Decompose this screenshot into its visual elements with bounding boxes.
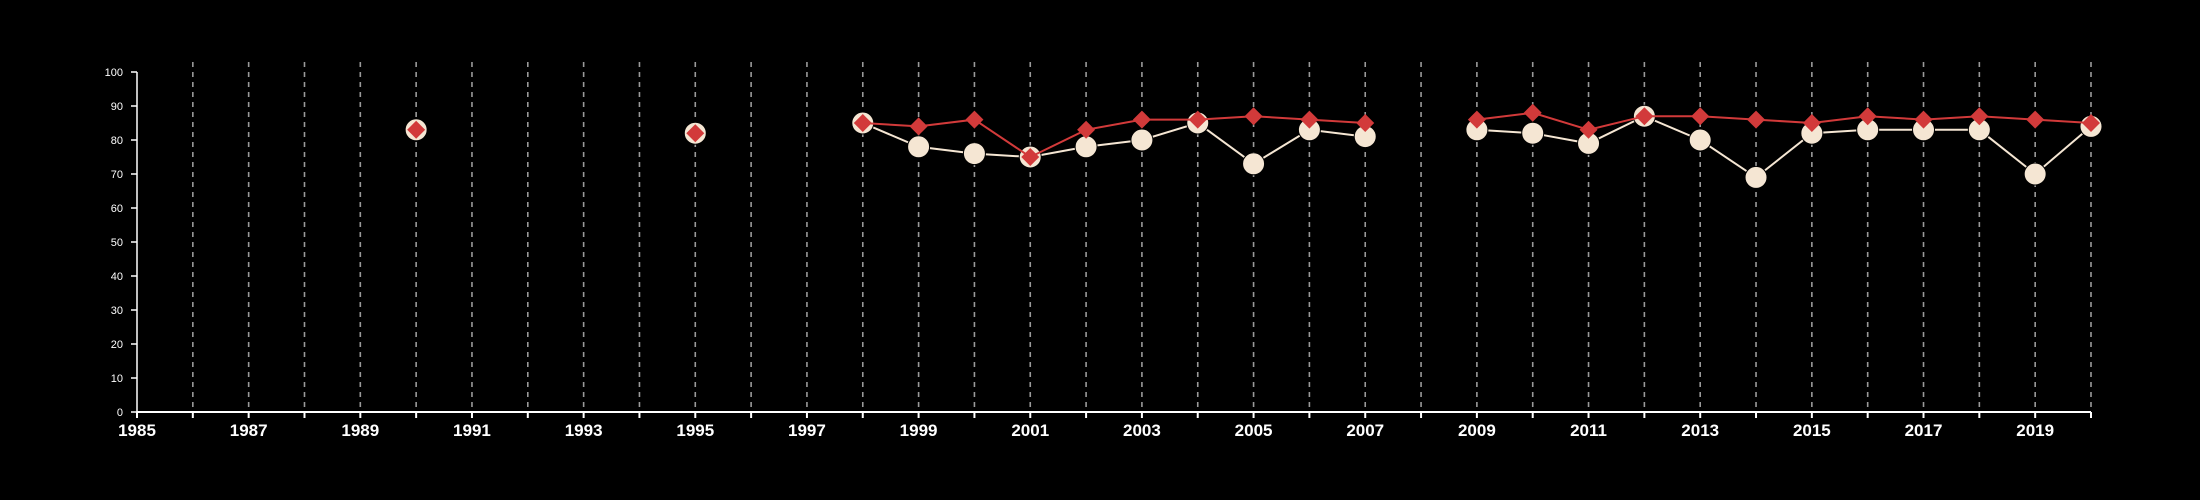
series-a-point [907,135,931,159]
x-tick-label: 2019 [2016,421,2054,440]
x-tick-label: 2013 [1681,421,1719,440]
series-b-point [1802,114,1821,132]
series-a-point [1744,165,1768,189]
series-b-point [1914,110,1933,129]
y-tick-label: 50 [111,237,123,249]
series-b-point [1300,110,1319,129]
series-b-point [1021,148,1040,166]
series-a-point [1688,128,1712,152]
x-tick-label: 2005 [1235,421,1273,440]
series-b-point [1579,120,1598,139]
x-tick-label: 1995 [676,421,714,440]
series-b-point [1747,110,1766,129]
series-b-point [686,124,705,143]
series-a-point [962,142,986,166]
series-b-point [1467,110,1486,129]
series-a-point [1074,135,1098,159]
y-tick-label: 90 [111,101,123,113]
series-b-point [1188,110,1207,129]
y-tick-label: 20 [111,339,123,351]
x-tick-label: 2017 [1905,421,1943,440]
x-tick-label: 2011 [1570,421,1607,440]
y-tick-label: 0 [117,407,123,419]
axes: 0 10 20 30 40 50 60 70 80 90 100 1985 1987 1989 1991 19… [105,67,2092,440]
y-tick-label: 30 [111,305,123,317]
x-tick-label: 1989 [341,421,379,440]
y-tick-label: 40 [111,271,123,283]
x-tick-label: 1999 [900,421,938,440]
x-tick-label: 2007 [1346,421,1384,440]
series-b-point [1523,103,1542,122]
series-a-point [2023,162,2047,186]
y-tick-label: 100 [105,67,123,79]
series-b-point [1077,120,1096,139]
series-b-point [1691,107,1710,126]
series-b-point [965,110,984,129]
series-b-point [1635,107,1654,126]
x-tick-label: 1993 [565,421,603,440]
x-tick-label: 1985 [118,421,156,440]
series-b-point [1356,114,1375,132]
y-tick-label: 70 [111,169,123,181]
x-tick-label: 2001 [1011,421,1049,440]
series-a-point [1130,128,1154,152]
x-tick-label: 2003 [1123,421,1161,440]
series-a-line [862,121,1366,166]
x-tick-label: 1991 [453,421,491,440]
y-tick-label: 80 [111,135,123,147]
y-tick-label: 10 [111,373,123,385]
series-b-point [1858,107,1877,126]
series-b-point [909,117,928,136]
x-tick-label: 1997 [788,421,826,440]
series-b-point [2026,110,2045,129]
series-b-line [862,115,1366,159]
data-series [404,103,2103,189]
series-b-line [1476,111,2092,131]
series-b-point [1970,107,1989,126]
grid-lines [192,62,2092,412]
series-b-point [2082,114,2100,132]
series-b-point [853,114,872,132]
y-tick-label: 60 [111,203,123,215]
x-tick-label: 2015 [1793,421,1831,440]
series-b-point [1132,110,1151,129]
series-b-point [1244,107,1263,126]
x-tick-label: 2009 [1458,421,1496,440]
series-a-point [1242,152,1266,176]
series-b-point [407,120,426,139]
x-tick-label: 1987 [230,421,268,440]
series-a-point [1521,121,1545,145]
